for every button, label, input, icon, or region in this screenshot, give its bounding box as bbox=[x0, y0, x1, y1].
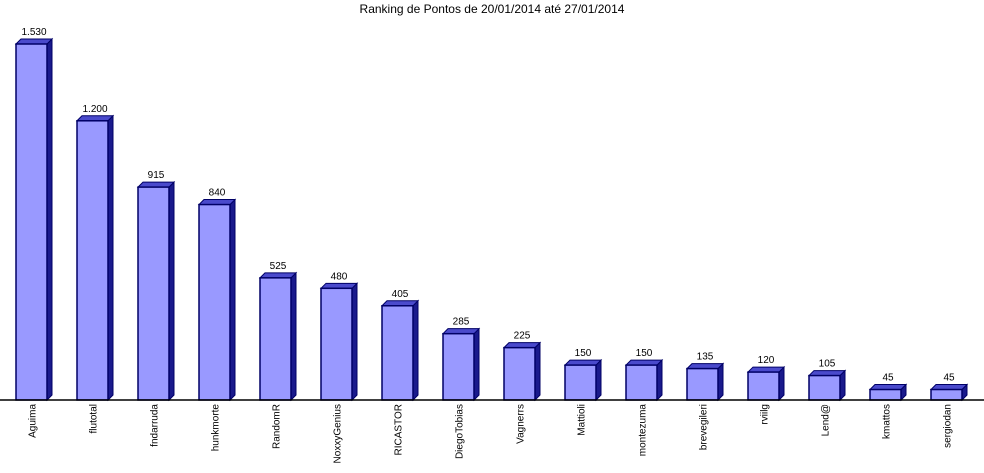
bar-group: 150 Mattioli bbox=[563, 348, 603, 436]
data-label: 45 bbox=[882, 373, 894, 384]
x-tick-label: Mattioli bbox=[577, 404, 588, 436]
bar bbox=[259, 277, 292, 401]
bar-group: 45 sergiodan bbox=[929, 373, 969, 448]
data-label: 480 bbox=[331, 271, 348, 282]
data-label: 915 bbox=[148, 170, 165, 181]
bar-group: 840 hunkmorte bbox=[197, 188, 237, 452]
bar bbox=[686, 367, 719, 401]
bar-top bbox=[807, 370, 847, 377]
bar-group: 105 Lend@ bbox=[807, 359, 847, 436]
bar-top bbox=[563, 359, 603, 366]
x-tick-label: DiegoTobias bbox=[455, 404, 466, 459]
bar-top bbox=[624, 359, 664, 366]
bar bbox=[76, 120, 109, 401]
data-label: 285 bbox=[453, 317, 470, 328]
data-label: 150 bbox=[636, 348, 653, 359]
bar-group: 525 RandomR bbox=[258, 261, 298, 449]
data-label: 225 bbox=[514, 331, 531, 342]
bar-group: 150 montezuma bbox=[624, 348, 664, 457]
bar bbox=[747, 371, 780, 401]
data-label: 120 bbox=[758, 355, 775, 366]
data-label: 840 bbox=[209, 188, 226, 199]
bar-top bbox=[502, 342, 542, 349]
x-tick-label: montezuma bbox=[638, 404, 649, 457]
data-label: 405 bbox=[392, 289, 409, 300]
data-label: 525 bbox=[270, 261, 287, 272]
x-tick-label: RandomR bbox=[272, 404, 283, 449]
bar-group: 915 fndarruda bbox=[136, 170, 176, 447]
bar bbox=[198, 203, 231, 401]
data-label: 150 bbox=[575, 348, 592, 359]
x-tick-label: kmattos bbox=[882, 404, 893, 439]
bar-group: 120 rviilg bbox=[746, 355, 786, 425]
x-tick-label: Aguima bbox=[28, 404, 39, 438]
bar bbox=[564, 364, 597, 401]
bar-group: 135 brevegileri bbox=[685, 352, 725, 450]
bar-top bbox=[746, 366, 786, 373]
bar bbox=[15, 43, 48, 401]
bar bbox=[625, 364, 658, 401]
bar-group: 1.530 Aguima bbox=[14, 27, 54, 438]
data-label: 1.200 bbox=[82, 104, 107, 115]
bar bbox=[808, 374, 841, 401]
bar bbox=[442, 332, 475, 401]
x-tick-label: Lend@ bbox=[821, 404, 832, 436]
x-tick-label: NoxxyGenius bbox=[333, 404, 344, 463]
bar bbox=[930, 388, 963, 401]
x-tick-label: flutotal bbox=[89, 404, 100, 433]
x-tick-label: fndarruda bbox=[150, 404, 161, 447]
data-label: 135 bbox=[697, 352, 714, 363]
bar bbox=[869, 388, 902, 401]
data-label: 105 bbox=[819, 359, 836, 370]
bar bbox=[320, 287, 353, 401]
x-tick-label: brevegileri bbox=[699, 404, 710, 450]
bar-group: 285 DiegoTobias bbox=[441, 317, 481, 459]
bar bbox=[137, 186, 170, 401]
x-tick-label: Vagnerrs bbox=[516, 404, 527, 444]
chart-title: Ranking de Pontos de 20/01/2014 até 27/0… bbox=[359, 2, 625, 16]
bar-group: 45 kmattos bbox=[868, 373, 908, 439]
bar bbox=[381, 305, 414, 401]
data-label: 1.530 bbox=[21, 27, 46, 38]
bar-group: 480 NoxxyGenius bbox=[319, 271, 359, 463]
x-tick-label: hunkmorte bbox=[211, 404, 222, 452]
data-label: 45 bbox=[943, 373, 955, 384]
x-tick-label: rviilg bbox=[760, 404, 771, 425]
x-tick-label: sergiodan bbox=[943, 404, 954, 448]
x-tick-label: RICASTOR bbox=[394, 404, 405, 456]
bar-group: 225 Vagnerrs bbox=[502, 331, 542, 444]
bar-top bbox=[319, 282, 359, 289]
bar bbox=[503, 346, 536, 401]
bar-group: 1.200 flutotal bbox=[75, 104, 115, 433]
bar-group: 405 RICASTOR bbox=[380, 289, 420, 456]
